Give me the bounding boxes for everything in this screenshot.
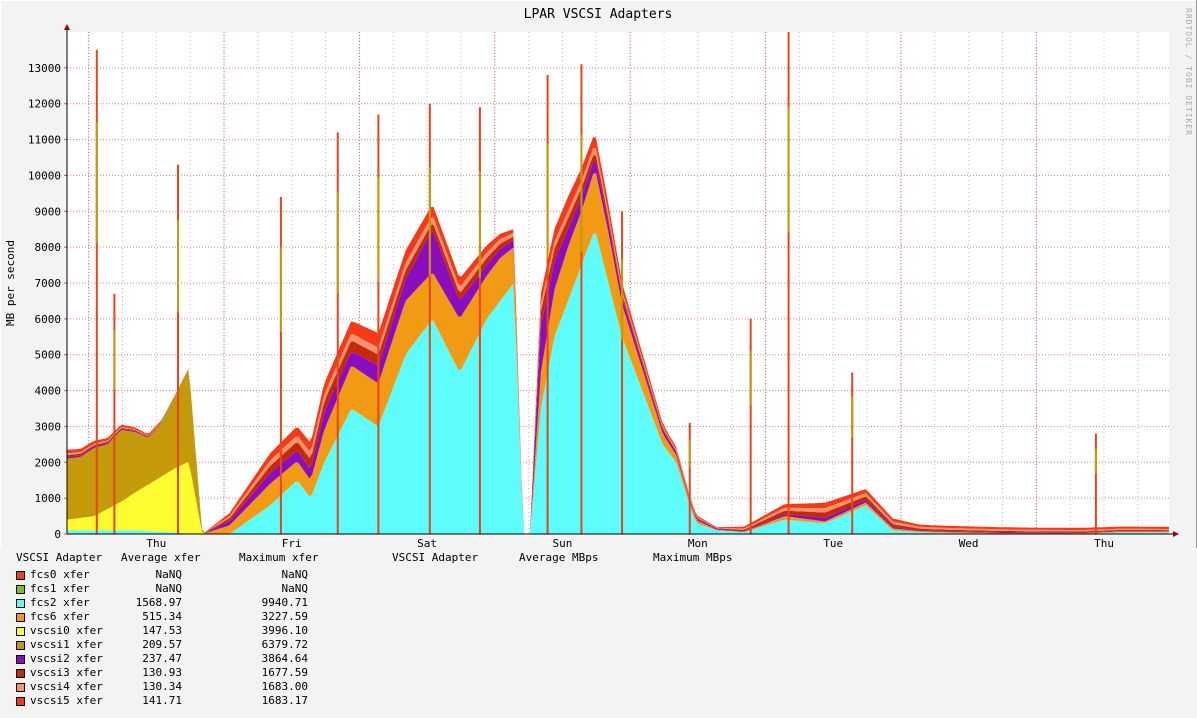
legend-maximum-value: 6379.72 <box>261 638 308 651</box>
y-tick-label: 6000 <box>35 313 62 326</box>
legend-row: fcs1 xfer NaNQ NaNQ <box>0 582 400 596</box>
legend-swatch <box>16 585 25 594</box>
legend-average-value: 141.71 <box>142 694 182 707</box>
legend-maximum-value: 1683.17 <box>261 694 308 707</box>
legend-swatch <box>16 641 25 650</box>
legend-header-max-xfer: Maximum xfer <box>239 551 319 564</box>
legend-series-name: fcs6 xfer <box>30 610 90 623</box>
legend-row: fcs6 xfer 515.34 3227.59 <box>0 610 400 624</box>
legend-header-avg-mbps: Average MBps <box>519 551 599 564</box>
y-axis-arrow <box>64 24 70 30</box>
legend-header-adapter: VSCSI Adapter <box>16 551 103 564</box>
y-tick-label: 13000 <box>28 62 61 75</box>
legend-row: vscsi3 xfer 130.93 1677.59 <box>0 666 400 680</box>
y-tick-label: 8000 <box>35 241 62 254</box>
axis-layer: 0 1000 2000 3000 4000 5000 6000 7000 8000 9000 100… <box>0 0 1197 548</box>
legend-swatch <box>16 669 25 678</box>
legend-average-value: 209.57 <box>142 638 182 651</box>
legend-average-value: 515.34 <box>142 610 182 623</box>
legend-row: vscsi2 xfer 237.47 3864.64 <box>0 652 400 666</box>
legend-row: fcs2 xfer 1568.97 9940.71 <box>0 596 400 610</box>
x-axis-arrow <box>1173 531 1179 537</box>
y-axis-label: MB per second <box>4 240 17 326</box>
legend-header-max-mbps: Maximum MBps <box>653 551 733 564</box>
area-series-fcs2-xfer <box>67 233 1169 534</box>
legend-maximum-value: NaNQ <box>281 568 309 581</box>
legend-maximum-value: 3864.64 <box>261 652 308 665</box>
legend-swatch <box>16 627 25 636</box>
legend-average-value: NaNQ <box>155 582 183 595</box>
y-tick-label: 5000 <box>35 349 62 362</box>
legend-average-value: 237.47 <box>142 652 182 665</box>
legend-series-name: fcs0 xfer <box>30 568 90 581</box>
legend-series-name: vscsi0 xfer <box>30 624 103 637</box>
y-tick-label: 9000 <box>35 205 62 218</box>
y-tick-label: 7000 <box>35 277 62 290</box>
chart: 0 1000 2000 3000 4000 5000 6000 7000 8000 9000 100… <box>0 0 1197 548</box>
legend-average-value: NaNQ <box>155 568 183 581</box>
legend-maximum-value: 9940.71 <box>261 596 308 609</box>
legend-series-name: vscsi3 xfer <box>30 666 103 679</box>
legend-series-name: vscsi5 xfer <box>30 694 103 707</box>
chart-title: LPAR VSCSI Adapters <box>524 7 673 22</box>
x-tick-label: Thu <box>1094 537 1114 548</box>
legend-maximum-value: NaNQ <box>281 582 309 595</box>
legend-table: VSCSI Adapter Average xfer Maximum xfer … <box>0 548 1197 718</box>
x-tick-label: Sun <box>553 537 573 548</box>
legend-maximum-value: 3227.59 <box>261 610 308 623</box>
legend-row: vscsi0 xfer 147.53 3996.10 <box>0 624 400 638</box>
rrdtool-watermark: RRDTOOL / TOBI OETIKER <box>1184 8 1193 136</box>
y-tick-label: 3000 <box>35 420 62 433</box>
legend-swatch <box>16 655 25 664</box>
legend-header-adapter-2: VSCSI Adapter <box>392 551 479 564</box>
x-tick-label: Fri <box>282 537 302 548</box>
legend-average-value: 130.93 <box>142 666 182 679</box>
legend-series-name: fcs1 xfer <box>30 582 90 595</box>
legend-maximum-value: 3996.10 <box>261 624 308 637</box>
legend-row: vscsi5 xfer 141.71 1683.17 <box>0 694 400 708</box>
x-tick-label: Sat <box>417 537 437 548</box>
legend-average-value: 1568.97 <box>135 596 182 609</box>
y-tick-label: 2000 <box>35 456 62 469</box>
x-tick-label: Tue <box>823 537 843 548</box>
legend-header-avg-xfer: Average xfer <box>121 551 201 564</box>
legend-swatch <box>16 571 25 580</box>
y-tick-label: 1000 <box>35 492 62 505</box>
legend-row: fcs0 xfer NaNQ NaNQ <box>0 568 400 582</box>
legend-swatch <box>16 613 25 622</box>
legend-row: vscsi1 xfer 209.57 6379.72 <box>0 638 400 652</box>
x-tick-label: Mon <box>688 537 708 548</box>
x-tick-label: Thu <box>146 537 166 548</box>
y-tick-label: 10000 <box>28 169 61 182</box>
legend-swatch <box>16 599 25 608</box>
legend-series-name: fcs2 xfer <box>30 596 90 609</box>
legend-series-name: vscsi1 xfer <box>30 638 103 651</box>
legend-maximum-value: 1683.00 <box>261 680 308 693</box>
y-tick-label: 12000 <box>28 98 61 111</box>
legend-maximum-value: 1677.59 <box>261 666 308 679</box>
legend-swatch <box>16 683 25 692</box>
legend-average-value: 130.34 <box>142 680 182 693</box>
x-tick-label: Wed <box>959 537 979 548</box>
y-tick-label: 4000 <box>35 385 62 398</box>
legend-swatch <box>16 697 25 706</box>
y-tick-label: 11000 <box>28 134 61 147</box>
y-tick-label: 0 <box>54 528 61 541</box>
spike-layer <box>95 32 1097 534</box>
legend-series-name: vscsi4 xfer <box>30 680 103 693</box>
legend-series-name: vscsi2 xfer <box>30 652 103 665</box>
legend-average-value: 147.53 <box>142 624 182 637</box>
legend-row: vscsi4 xfer 130.34 1683.00 <box>0 680 400 694</box>
